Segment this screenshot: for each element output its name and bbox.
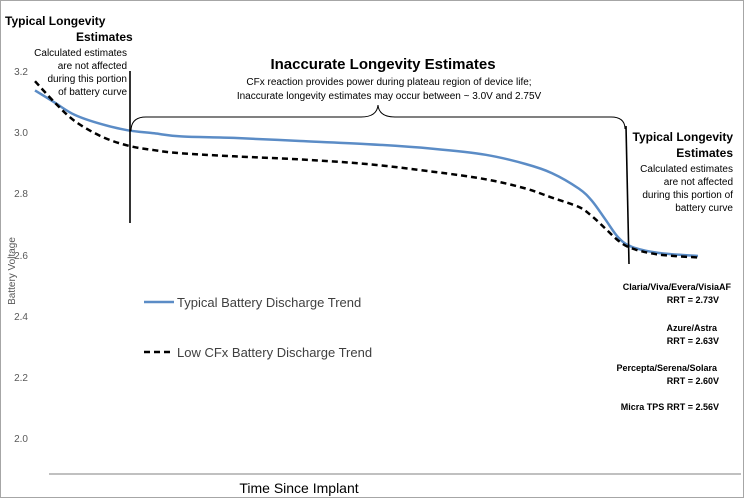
- right-region-divider: [625, 125, 630, 265]
- rrt-device-name: Azure/Astra: [666, 323, 718, 333]
- right-annotation-text: are not affected: [664, 177, 733, 188]
- series-line-typical: [34, 89, 699, 258]
- right-annotation-text: during this portion of: [642, 190, 733, 201]
- series-line-low-cfx: [34, 80, 699, 259]
- middle-annotation-text: CFx reaction provides power during plate…: [246, 77, 531, 88]
- y-tick-label: 2.6: [14, 251, 28, 262]
- y-tick-labels: 3.2 3.0 2.8 2.6 2.4 2.2 2.0: [14, 67, 28, 445]
- plateau-brace: [130, 104, 626, 132]
- series-layer: [34, 80, 699, 259]
- right-annotation-title: Estimates: [676, 146, 733, 160]
- y-tick-label: 2.0: [14, 434, 28, 445]
- right-annotation-text: Calculated estimates: [640, 164, 733, 175]
- rrt-value: RRT = 2.63V: [667, 336, 719, 346]
- y-tick-label: 2.4: [14, 312, 28, 323]
- legend-label: Low CFx Battery Discharge Trend: [177, 345, 372, 360]
- rrt-device-name: Percepta/Serena/Solara: [616, 363, 718, 373]
- left-annotation-text: Calculated estimates: [34, 48, 127, 59]
- y-axis-label: Battery Voltage: [7, 237, 18, 305]
- rrt-value: Micra TPS RRT = 2.56V: [621, 402, 719, 412]
- x-axis-label: Time Since Implant: [239, 480, 358, 496]
- right-region-annotation: Typical Longevity Estimates Calculated e…: [633, 130, 734, 214]
- y-tick-label: 2.2: [14, 373, 28, 384]
- middle-region-annotation: Inaccurate Longevity Estimates CFx react…: [237, 56, 542, 102]
- right-annotation-title: Typical Longevity: [633, 130, 734, 144]
- left-annotation-text: are not affected: [58, 61, 127, 72]
- y-tick-label: 2.8: [14, 189, 28, 200]
- rrt-device-name: Claria/Viva/Evera/VisiaAF: [623, 282, 732, 292]
- rrt-value: RRT = 2.60V: [667, 376, 719, 386]
- legend-label: Typical Battery Discharge Trend: [177, 295, 361, 310]
- left-annotation-title: Typical Longevity: [5, 14, 106, 28]
- left-annotation-title: Estimates: [76, 30, 133, 44]
- right-annotation-text: battery curve: [675, 203, 733, 214]
- y-tick-label: 3.2: [14, 67, 28, 78]
- left-annotation-text: of battery curve: [58, 87, 127, 98]
- y-tick-label: 3.0: [14, 128, 28, 139]
- rrt-value: RRT = 2.73V: [667, 295, 719, 305]
- left-annotation-text: during this portion: [48, 74, 128, 85]
- rrt-list: Claria/Viva/Evera/VisiaAF RRT = 2.73V Az…: [616, 282, 731, 412]
- middle-annotation-title: Inaccurate Longevity Estimates: [270, 56, 495, 73]
- left-region-annotation: Typical Longevity Estimates Calculated e…: [5, 14, 133, 98]
- middle-annotation-text: Inaccurate longevity estimates may occur…: [237, 91, 542, 102]
- legend: Typical Battery Discharge Trend Low CFx …: [144, 295, 372, 360]
